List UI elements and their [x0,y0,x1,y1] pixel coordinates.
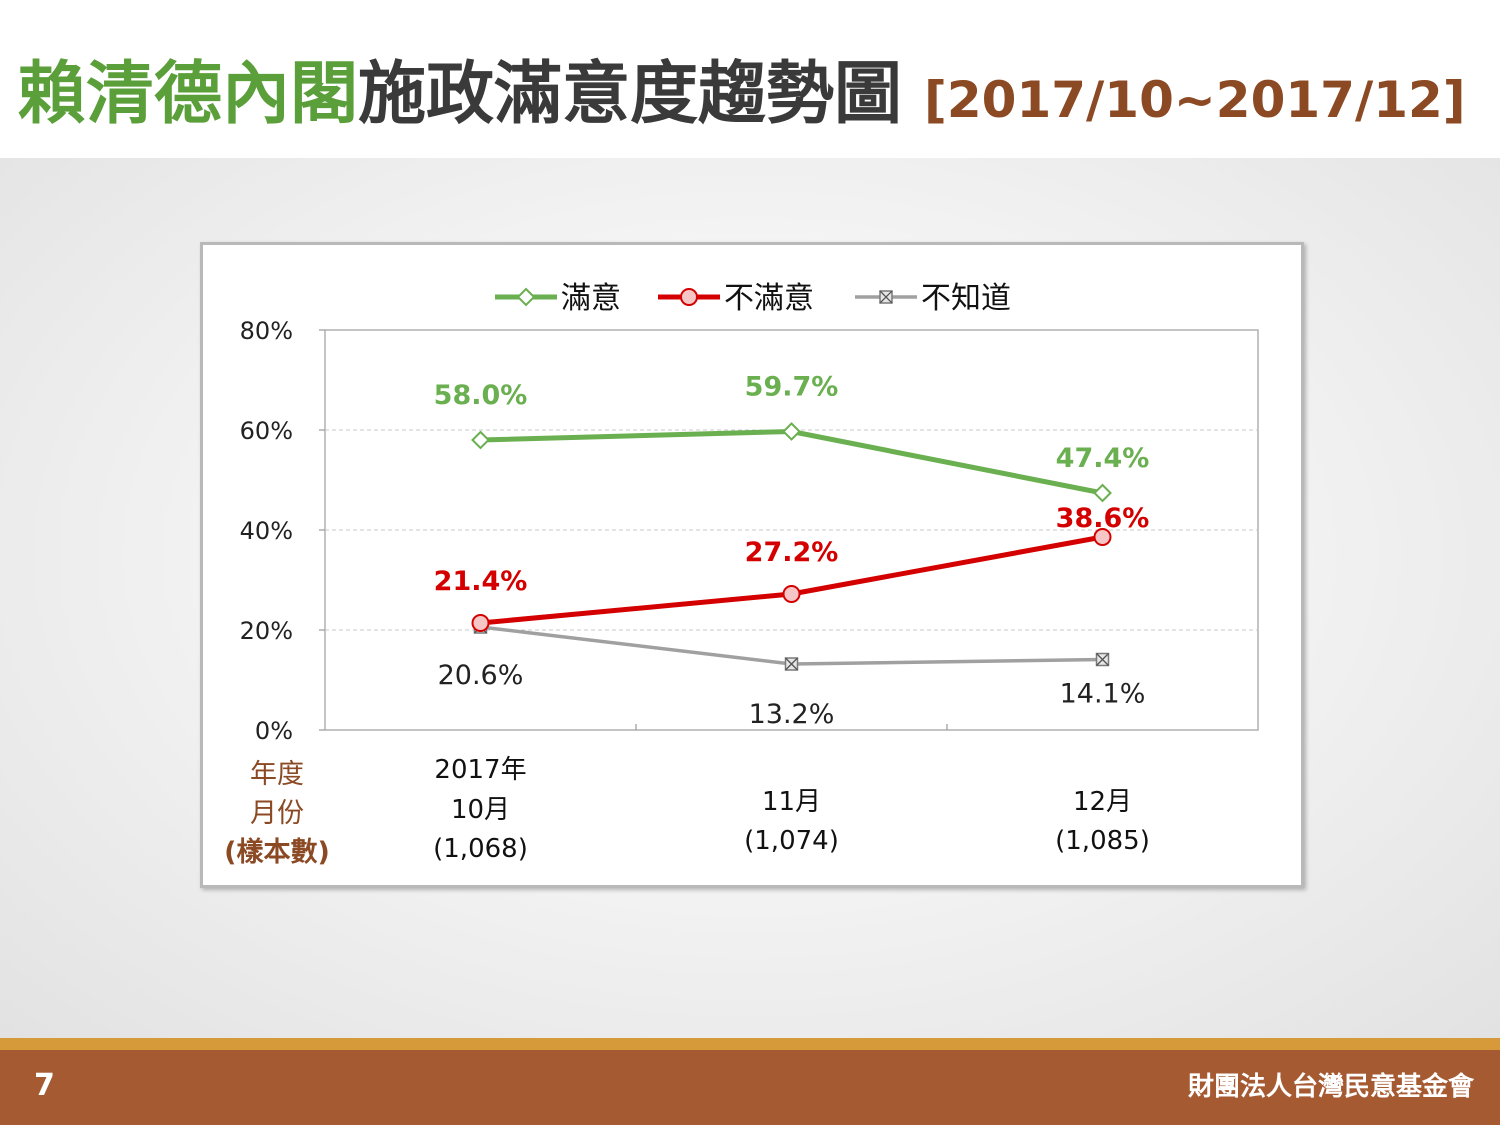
legend-label: 不滿意 [724,281,814,316]
x-category-sample-size: (1,068) [433,834,528,864]
data-label: 21.4% [434,566,528,597]
chart-frame: 58.0% 59.7% 47.4% 21.4% 27.2% 38.6% 20.6% 13.2%… [200,242,1304,888]
data-label: 14.1% [1060,679,1146,710]
data-point [782,422,801,441]
y-tick-label: 60% [240,417,293,445]
legend-marker [680,288,698,306]
data-point [782,585,801,603]
x-axis-header-line: (樣本數) [224,837,330,868]
data-point [1095,652,1110,667]
page-number: 7 [34,1068,55,1103]
data-point [784,657,799,671]
marker-cross [785,657,798,671]
x-category-sample-size: (1,074) [744,826,839,856]
x-category-sample-size: (1,085) [1055,826,1150,856]
x-category-month: 11月 [762,787,821,817]
data-point [1093,483,1112,503]
slide-title: 賴清德內閣施政滿意度趨勢圖 [2017/10~2017/12] [18,38,1466,137]
legend-marker [516,287,536,307]
data-label: 47.4% [1056,443,1150,474]
legend-marker [879,290,893,304]
x-category-month: 12月 [1073,787,1132,817]
organization-name: 財團法人台灣民意基金會 [1187,1072,1474,1102]
legend-label: 滿意 [561,281,621,316]
title-cabinet: 賴清德內閣 [18,55,359,134]
title-date-range: [2017/10~2017/12] [924,71,1466,129]
y-tick-label: 20% [240,617,293,645]
y-tick-label: 80% [240,317,293,345]
marker-cross [879,290,893,304]
data-label: 58.0% [434,380,528,411]
footer-accent-line [0,1038,1500,1050]
y-tick-label: 40% [240,517,293,545]
x-category-year: 2017年 [434,755,526,785]
data-label: 38.6% [1056,503,1150,534]
data-point [1093,528,1112,546]
y-tick-label: 0% [255,717,293,745]
footer-bar [0,1050,1500,1125]
title-bar: 賴清德內閣施政滿意度趨勢圖 [2017/10~2017/12] [0,0,1500,158]
marker-cross [1096,653,1109,666]
x-axis-header-line: 年度 [250,759,304,790]
trend-chart: 58.0% 59.7% 47.4% 21.4% 27.2% 38.6% 20.6% 13.2%… [224,281,1259,868]
x-category-month: 10月 [451,795,510,825]
data-label: 13.2% [749,699,835,730]
legend-label: 不知道 [921,281,1011,316]
data-point [471,614,490,632]
x-axis-header-line: 月份 [250,798,304,829]
data-label: 27.2% [745,537,839,568]
data-label: 59.7% [745,372,839,403]
title-subject: 施政滿意度趨勢圖 [358,55,903,134]
data-label: 20.6% [438,660,524,691]
data-point [471,430,490,450]
